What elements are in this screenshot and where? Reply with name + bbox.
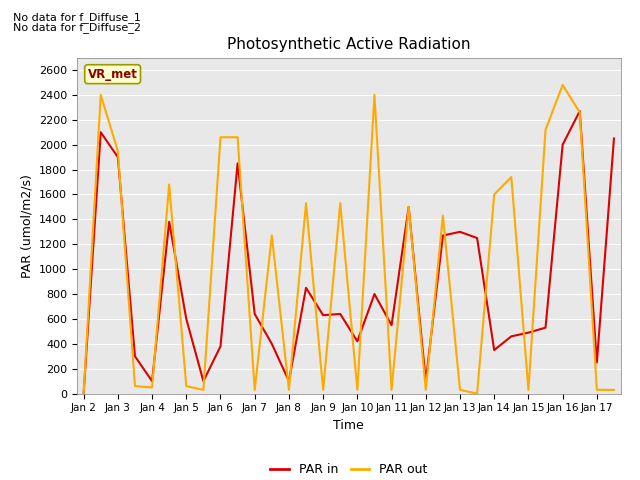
Title: Photosynthetic Active Radiation: Photosynthetic Active Radiation: [227, 37, 470, 52]
Y-axis label: PAR (umol/m2/s): PAR (umol/m2/s): [20, 174, 33, 277]
Legend: PAR in, PAR out: PAR in, PAR out: [265, 458, 433, 480]
X-axis label: Time: Time: [333, 419, 364, 432]
Text: VR_met: VR_met: [88, 68, 138, 81]
Text: No data for f_Diffuse_2: No data for f_Diffuse_2: [13, 22, 141, 33]
Text: No data for f_Diffuse_1: No data for f_Diffuse_1: [13, 12, 141, 23]
